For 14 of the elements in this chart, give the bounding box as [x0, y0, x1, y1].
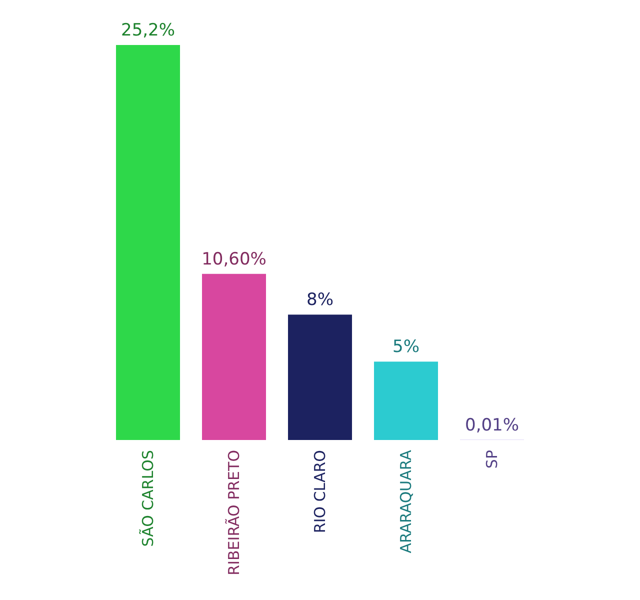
- x-tick-label: SP: [483, 450, 501, 469]
- x-tick-label: SÃO CARLOS: [139, 450, 157, 547]
- data-label: 10,60%: [202, 249, 266, 270]
- x-tick-label: RIBEIRÃO PRETO: [225, 450, 243, 576]
- x-tick-label: ARARAQUARA: [397, 449, 415, 554]
- data-label: 0,01%: [464, 415, 520, 436]
- bar: [116, 45, 180, 440]
- x-tick-label: RIO CLARO: [311, 450, 329, 534]
- data-label: 8%: [306, 290, 334, 310]
- data-label: 5%: [392, 337, 420, 358]
- bar: [202, 274, 266, 440]
- bar: [288, 314, 352, 440]
- data-label: 25,2%: [120, 20, 176, 40]
- bar: [374, 362, 438, 440]
